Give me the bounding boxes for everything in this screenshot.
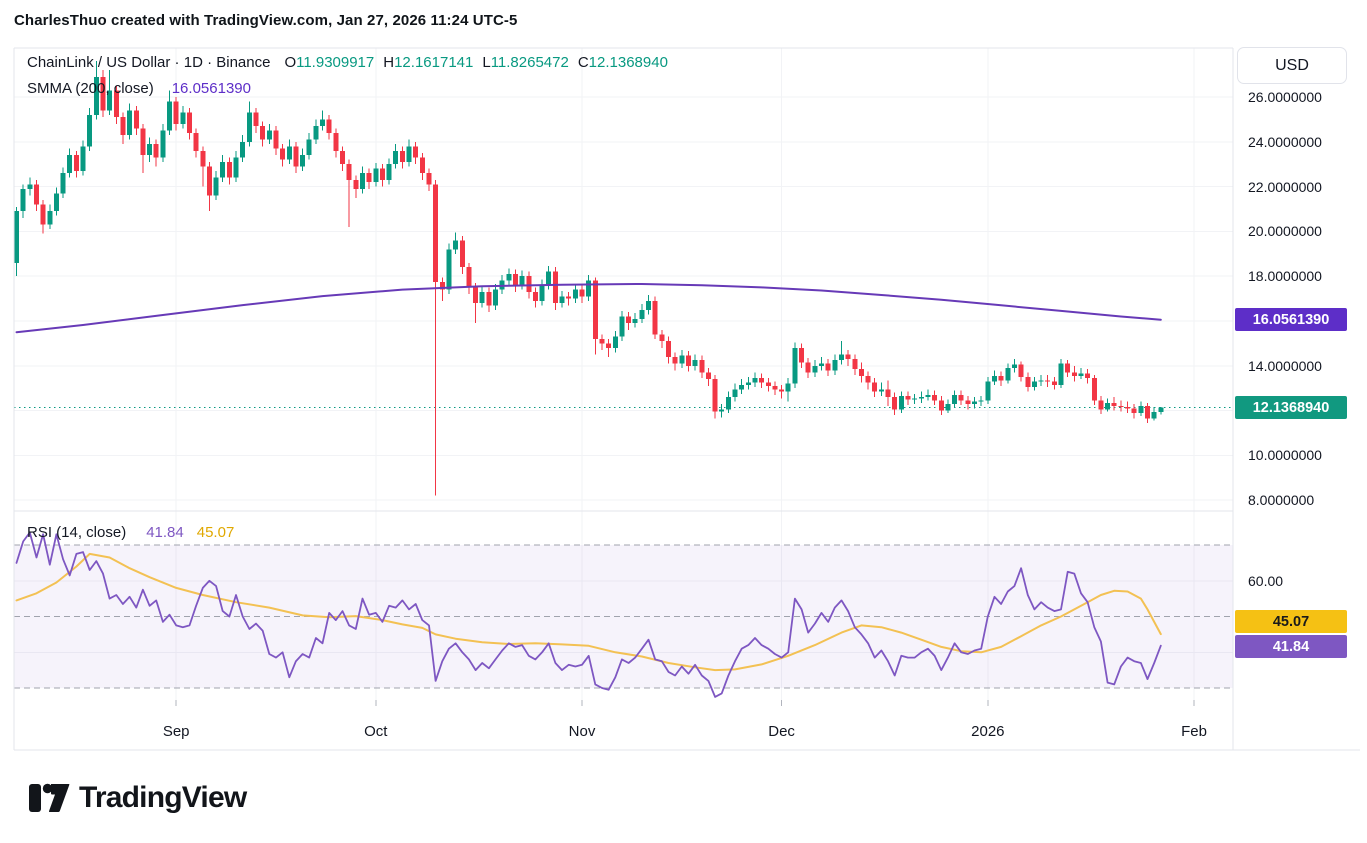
- chart-frame: [13, 47, 1360, 751]
- rsi-ma-badge: 45.07: [1235, 610, 1347, 633]
- rsi-label: RSI (14, close): [27, 524, 127, 541]
- rsi-badge: 41.84: [1235, 635, 1347, 658]
- rsi-pane-lines: [15, 531, 1162, 698]
- ohlc-low: L 11.8265472: [482, 54, 569, 71]
- smma-label: SMMA (200, close): [27, 80, 154, 97]
- rsi-legend: RSI (14, close) 41.84 45.07: [27, 524, 234, 541]
- ohlc-high: H 12.1617141: [383, 54, 474, 71]
- symbol-title: ChainLink / US Dollar · 1D · Binance: [27, 54, 271, 71]
- tradingview-logo-icon: [29, 783, 70, 812]
- smma-value: 16.0561390: [171, 80, 251, 97]
- smma-price-badge: 16.0561390: [1235, 308, 1347, 331]
- tradingview-watermark[interactable]: TradingView: [28, 781, 247, 815]
- rsi-value: 41.84: [146, 524, 184, 541]
- currency-usd-button[interactable]: USD: [1237, 47, 1347, 84]
- symbol-legend: ChainLink / US Dollar · 1D · Binance O 11…: [27, 54, 668, 71]
- ohlc-close: C 12.1368940: [577, 54, 668, 71]
- smma-line: [15, 283, 1162, 334]
- rsi-band-layer: [14, 407, 1233, 689]
- ohlc-open: O 11.9309917: [284, 54, 375, 71]
- rsi-ma-value: 45.07: [196, 524, 235, 541]
- smma-legend: SMMA (200, close) 16.0561390: [27, 80, 251, 97]
- main-pane-candles: [14, 61, 1164, 496]
- tradingview-wordmark: TradingView: [79, 781, 247, 814]
- attribution-header: CharlesThuo created with TradingView.com…: [14, 12, 518, 29]
- last-price-badge: 12.1368940: [1235, 396, 1347, 419]
